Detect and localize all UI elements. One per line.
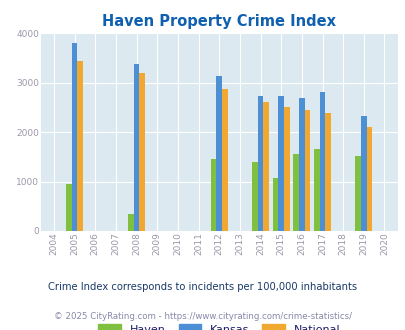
Bar bbox=[216, 76, 222, 231]
Bar bbox=[263, 102, 268, 231]
Bar bbox=[66, 184, 72, 231]
Bar bbox=[283, 107, 289, 231]
Bar bbox=[366, 127, 371, 231]
Text: Crime Index corresponds to incidents per 100,000 inhabitants: Crime Index corresponds to incidents per… bbox=[48, 282, 357, 292]
Bar bbox=[134, 64, 139, 231]
Bar bbox=[319, 92, 324, 231]
Bar bbox=[272, 178, 278, 231]
Bar bbox=[222, 89, 227, 231]
Bar bbox=[360, 116, 366, 231]
Bar bbox=[304, 110, 309, 231]
Bar bbox=[210, 159, 216, 231]
Bar bbox=[72, 43, 77, 231]
Bar bbox=[298, 98, 304, 231]
Bar bbox=[139, 73, 145, 231]
Bar bbox=[77, 61, 83, 231]
Text: © 2025 CityRating.com - https://www.cityrating.com/crime-statistics/: © 2025 CityRating.com - https://www.city… bbox=[54, 312, 351, 321]
Bar bbox=[354, 156, 360, 231]
Bar bbox=[293, 154, 298, 231]
Bar bbox=[252, 162, 257, 231]
Bar bbox=[278, 96, 283, 231]
Title: Haven Property Crime Index: Haven Property Crime Index bbox=[102, 14, 335, 29]
Bar bbox=[324, 113, 330, 231]
Bar bbox=[128, 214, 134, 231]
Bar bbox=[257, 96, 263, 231]
Legend: Haven, Kansas, National: Haven, Kansas, National bbox=[94, 320, 344, 330]
Bar bbox=[313, 149, 319, 231]
